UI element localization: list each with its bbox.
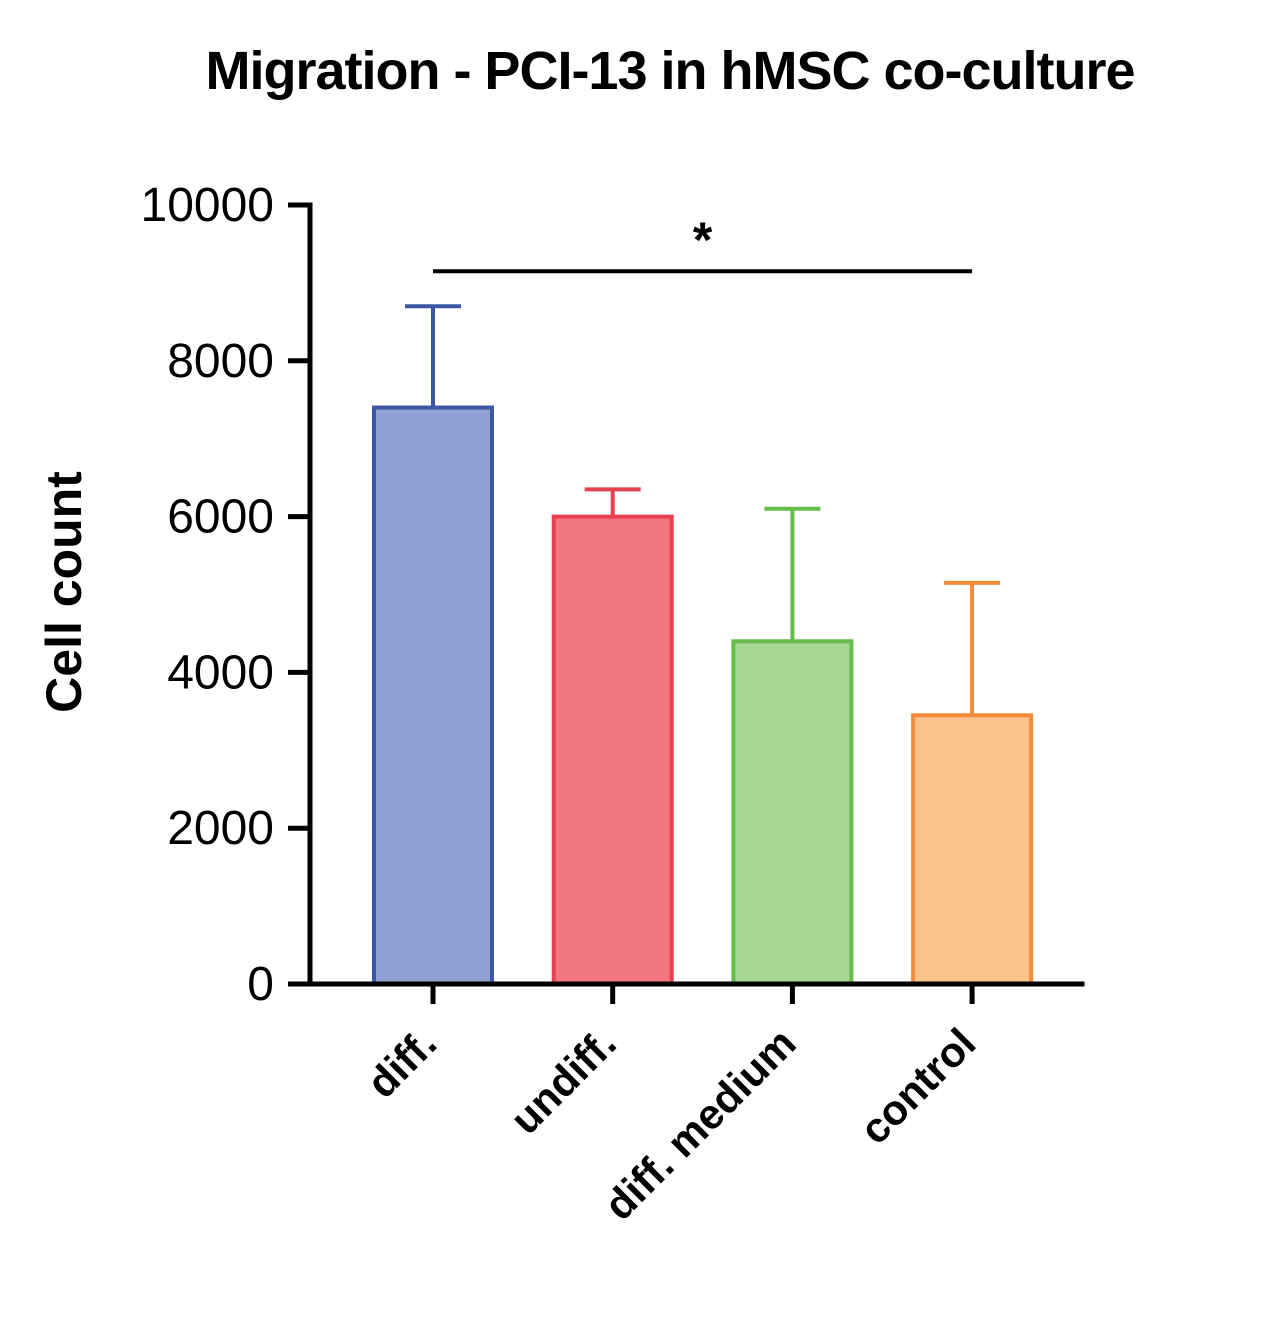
x-category-label: undiff. [501, 1019, 625, 1143]
error-bar-diff. medium [764, 506, 821, 642]
y-tick-label: 0 [247, 958, 274, 1011]
bar-diff. [372, 405, 494, 987]
bar-undiff. [551, 514, 674, 986]
y-tick-label: 8000 [167, 335, 274, 388]
significance-star: * [693, 212, 713, 268]
bar-diff. medium [731, 639, 854, 986]
error-bar-diff. [405, 304, 461, 408]
x-category-label: diff. [358, 1019, 446, 1107]
x-category-label: diff. medium [595, 1019, 805, 1229]
error-bar-undiff. [584, 487, 641, 517]
y-tick-label: 6000 [167, 491, 274, 544]
error-bar-control [944, 580, 1001, 716]
axes [307, 202, 1085, 987]
x-category-label: control [851, 1019, 985, 1153]
chart-title: Migration - PCI-13 in hMSC co-culture [205, 41, 1135, 101]
y-tick-label: 10000 [141, 179, 274, 232]
y-tick-label: 4000 [167, 646, 274, 699]
y-tick-label: 2000 [167, 802, 274, 855]
bar-control [911, 713, 1034, 986]
